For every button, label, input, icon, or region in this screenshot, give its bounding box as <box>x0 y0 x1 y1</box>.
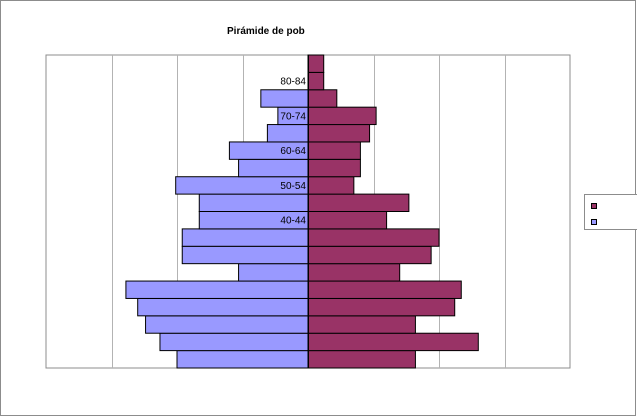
bar-series-2-50-54 <box>308 177 354 194</box>
bar-series-2-40-44 <box>308 212 387 229</box>
bar-series-1-30-34 <box>182 246 308 263</box>
bar-series-2-30-34 <box>308 246 431 263</box>
bar-series-2-5-9 <box>308 333 478 350</box>
bar-series-2-10-14 <box>308 316 415 333</box>
bar-series-1-45-49 <box>199 194 308 211</box>
category-label-40-44: 40-44 <box>280 216 306 227</box>
bar-series-2-80-84 <box>308 72 324 89</box>
category-label-80-84: 80-84 <box>280 77 306 88</box>
bar-series-2-0-4 <box>308 351 415 368</box>
bar-series-2-25-29 <box>308 264 400 281</box>
bar-series-2-35-39 <box>308 229 439 246</box>
bar-series-1-25-29 <box>239 264 308 281</box>
bar-series-1-5-9 <box>160 333 308 350</box>
category-label-50-54: 50-54 <box>280 181 306 192</box>
bar-series-1-65-69 <box>267 125 308 142</box>
bar-series-2-55-59 <box>308 159 360 176</box>
bar-series-1-10-14 <box>146 316 308 333</box>
bar-series-2-45-49 <box>308 194 409 211</box>
bar-series-2-85+ <box>308 55 324 72</box>
bar-series-2-70-74 <box>308 107 376 124</box>
bar-series-1-75-79 <box>261 90 308 107</box>
bar-series-1-15-19 <box>138 298 308 315</box>
bar-series-1-0-4 <box>177 351 308 368</box>
category-label-60-64: 60-64 <box>280 146 306 157</box>
bar-series-2-20-24 <box>308 281 461 298</box>
bar-series-2-75-79 <box>308 90 337 107</box>
bar-series-2-15-19 <box>308 298 455 315</box>
bar-series-1-35-39 <box>182 229 308 246</box>
bar-series-2-65-69 <box>308 125 370 142</box>
bar-series-1-20-24 <box>126 281 308 298</box>
bar-series-1-55-59 <box>239 159 308 176</box>
bar-series-2-60-64 <box>308 142 360 159</box>
category-label-70-74: 70-74 <box>280 111 306 122</box>
